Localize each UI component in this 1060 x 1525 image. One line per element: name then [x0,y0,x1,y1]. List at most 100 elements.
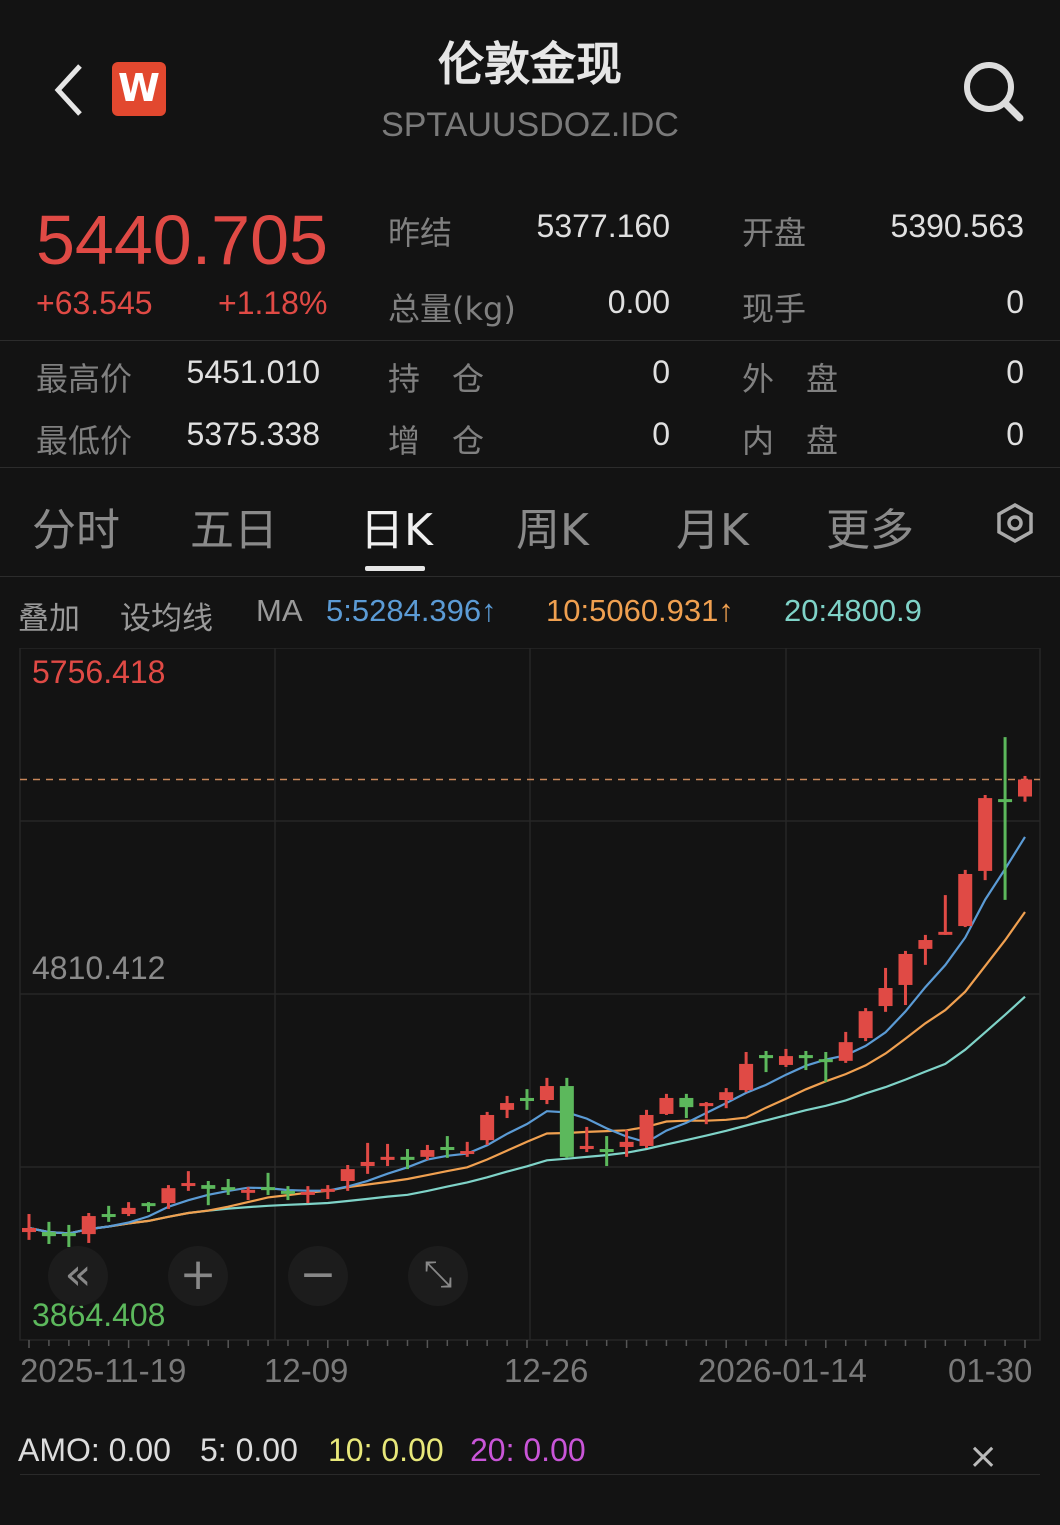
x-tick-label: 2025-11-19 [20,1352,187,1389]
candle-body [739,1063,754,1091]
back-chevron-icon[interactable] [50,60,90,120]
price-change: +63.545 [36,285,153,321]
zoom-out-button[interactable]: − [288,1246,348,1306]
x-tick-label: 12-26 [504,1352,589,1389]
field-label: 内 盘 [742,422,839,460]
amo20-value: 20: 0.00 [470,1432,586,1468]
candle-body [420,1150,435,1157]
candle-body [181,1183,196,1187]
tab-monthly-k[interactable]: 月K [676,505,749,556]
candle-body [998,799,1013,803]
candle-body [320,1188,335,1192]
field-value: 0 [1006,416,1024,452]
x-tick-label: 2026-01-14 [698,1352,867,1389]
candle-body [61,1233,76,1237]
overlay-button[interactable]: 叠加 [18,601,80,636]
field-value: 0 [652,354,670,390]
field-value: 0 [652,416,670,452]
candle-body [221,1187,236,1191]
candle-body [858,1011,873,1039]
candle-body [938,931,953,935]
y-min-label: 3864.408 [32,1297,166,1333]
candle-body [121,1207,136,1215]
field-label: 最高价 [36,360,133,398]
ma5-line [28,836,1026,1235]
candle-body [360,1161,375,1167]
symbol-code: SPTAUUSDOZ.IDC [381,106,679,144]
candle-body [460,1151,475,1155]
ma20-value: 20:4800.9 [784,593,922,628]
tab-intraday[interactable]: 分时 [32,505,120,556]
candle-body [520,1097,534,1102]
field-value: 5390.563 [890,208,1024,244]
brand-logo: W [112,62,166,116]
search-icon[interactable] [960,58,1026,124]
candle-body [241,1189,256,1193]
candle-body [659,1097,674,1114]
candle-body [679,1097,694,1108]
active-tab-indicator [365,566,425,571]
tab-daily-k[interactable]: 日K [360,505,433,556]
candle-body [838,1042,853,1061]
candle-body [340,1169,355,1182]
candle-body [380,1156,395,1160]
field-value: 0 [1006,354,1024,390]
divider [20,1474,1040,1475]
ma10-value: 10:5060.931↑ [546,593,734,628]
scroll-left-button[interactable]: « [48,1246,108,1306]
tab-more[interactable]: 更多 [826,505,914,556]
fullscreen-button[interactable]: ⤡ [408,1246,468,1306]
ma-label: MA [256,593,303,628]
field-value: 5377.160 [536,208,670,244]
candle-body [300,1191,315,1195]
candlestick-chart[interactable] [0,648,1060,1348]
candle-body [818,1059,833,1063]
candle-body [898,953,913,985]
ma5-value: 5:5284.396↑ [326,593,497,628]
candle-body [798,1055,813,1059]
candle-body [141,1203,156,1207]
divider [0,467,1060,468]
candle-body [500,1103,515,1110]
last-price: 5440.705 [36,201,328,279]
amo10-value: 10: 0.00 [328,1432,444,1468]
candle-body [599,1149,614,1153]
y-max-label: 5756.418 [32,654,166,690]
candle-body [22,1227,36,1233]
close-icon[interactable]: × [968,1436,999,1477]
candle-body [778,1056,793,1065]
field-value: 5375.338 [186,416,320,452]
ma20-line [28,995,1026,1235]
page-title: 伦敦金现 [438,37,622,91]
candle-body [539,1086,554,1100]
candle-body [579,1145,594,1150]
tab-five-day[interactable]: 五日 [190,505,278,556]
field-label: 总量(kg) [388,290,516,328]
candle-body [619,1141,634,1147]
field-label: 开盘 [742,214,807,252]
field-label: 外 盘 [742,360,839,398]
price-change-pct: +1.18% [218,285,328,321]
field-value: 5451.010 [186,354,320,390]
field-label: 现手 [742,290,807,328]
candle-body [918,940,933,949]
x-tick-label: 01-30 [948,1352,1033,1389]
candle-body [81,1216,96,1235]
set-ma-button[interactable]: 设均线 [120,601,213,636]
settings-icon[interactable] [994,502,1036,544]
tab-weekly-k[interactable]: 周K [516,505,589,556]
x-tick-label: 12-09 [264,1352,349,1389]
amo-value: AMO: 0.00 [18,1432,171,1468]
candle-body [480,1114,495,1141]
amo5-value: 5: 0.00 [200,1432,298,1468]
candle-body [261,1187,276,1191]
zoom-in-button[interactable]: + [168,1246,228,1306]
divider [0,340,1060,341]
field-label: 持 仓 [388,360,485,398]
candle-body [719,1092,734,1100]
candle-body [400,1156,415,1160]
candle-body [101,1214,116,1218]
candle-body [699,1103,714,1107]
candle-body [958,873,973,927]
candle-body [759,1055,774,1059]
